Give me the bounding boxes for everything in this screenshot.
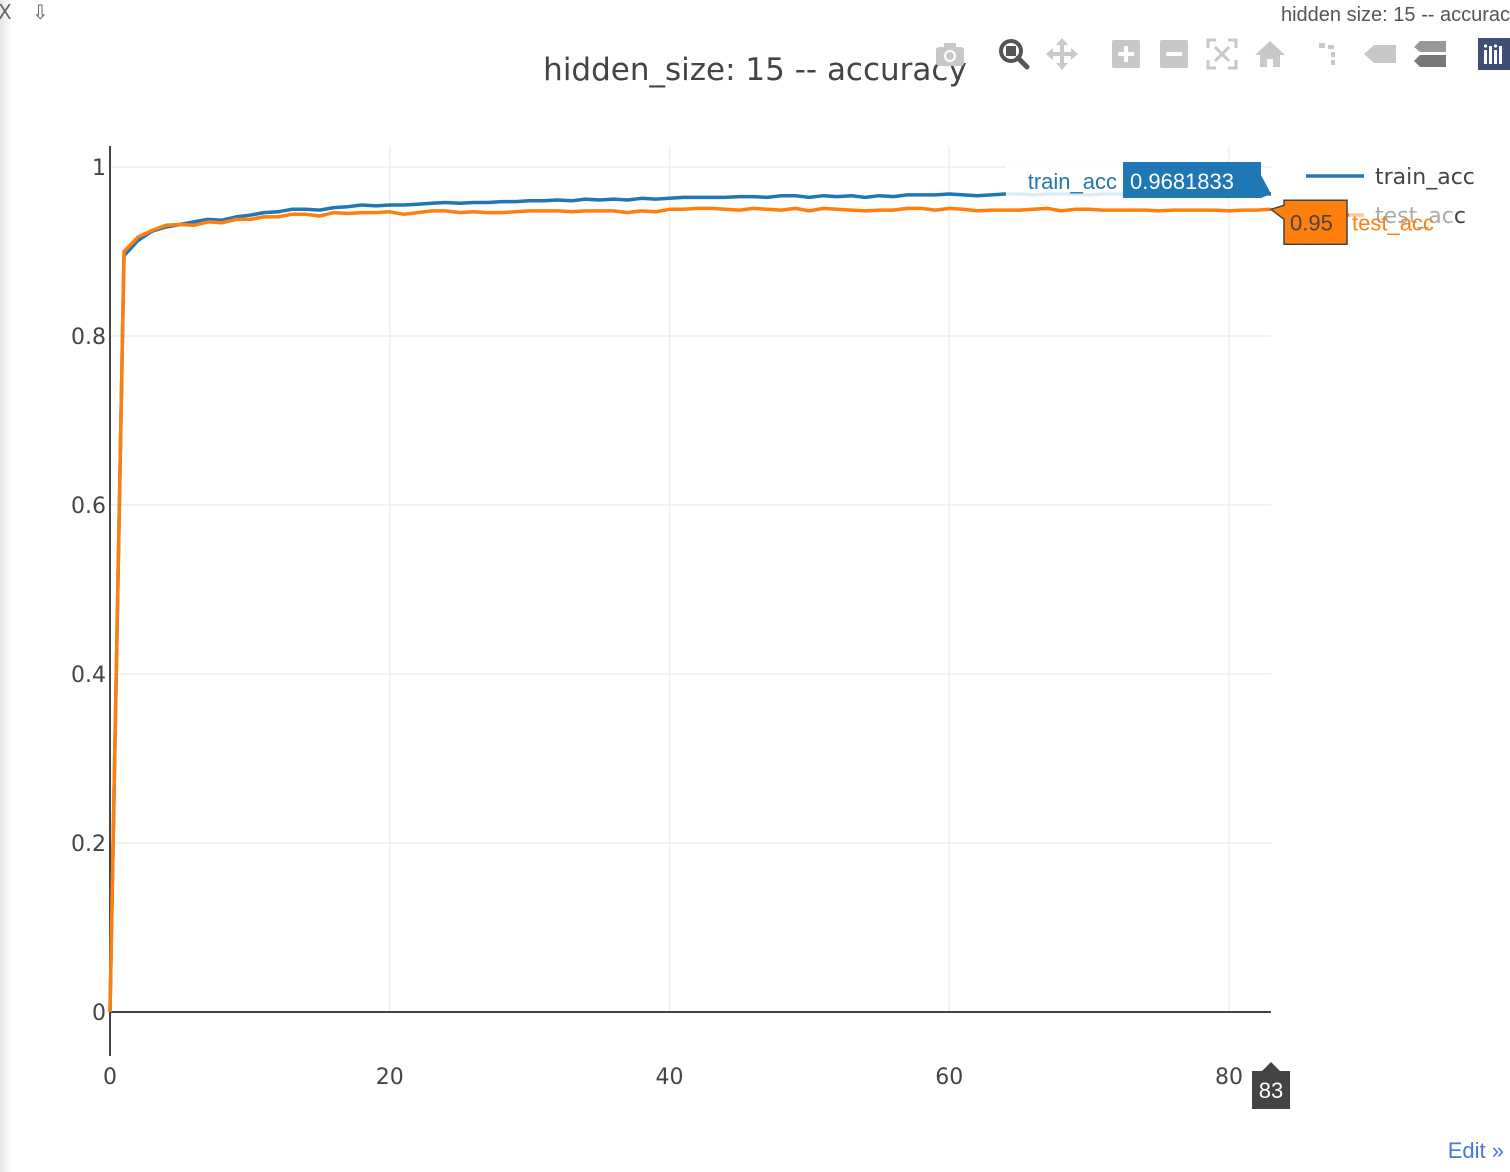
y-tick-label: 0: [92, 1001, 106, 1026]
window-edge: [0, 0, 12, 1172]
hover-train-name: train_acc: [1028, 169, 1117, 194]
window-title: hidden size: 15 -- accurac: [1280, 4, 1510, 26]
hover-closest-icon[interactable]: [1360, 36, 1400, 72]
camera-icon[interactable]: [930, 36, 970, 72]
hover-test-name-bg: [1349, 201, 1453, 238]
zoom-icon[interactable]: [994, 36, 1034, 72]
hover-test-value: 0.95: [1290, 210, 1333, 235]
chart-title: hidden_size: 15 -- accuracy: [543, 52, 967, 88]
hover-test-tooltip: [1269, 199, 1348, 246]
hover-compare-icon[interactable]: [1410, 36, 1450, 72]
y-tick-label: 0.6: [71, 494, 106, 519]
pan-icon[interactable]: [1042, 36, 1082, 72]
series-line-train-acc[interactable]: [108, 191, 1272, 1013]
hover-x-label: 83: [1259, 1078, 1283, 1103]
zoom-out-icon[interactable]: [1154, 36, 1194, 72]
download-icon[interactable]: ⇩: [32, 0, 49, 24]
x-tick-label: 60: [935, 1065, 963, 1090]
y-tick-label: 0.8: [71, 325, 106, 350]
hover-train-value: 0.9681833: [1130, 169, 1234, 194]
hover-train-name-bg: [1006, 162, 1123, 198]
hover-x-box: [1252, 1071, 1290, 1109]
modebar-toolbar: [928, 36, 1510, 72]
spike-lines-icon[interactable]: [1310, 36, 1350, 72]
edit-link[interactable]: Edit »: [1447, 1138, 1504, 1163]
close-icon[interactable]: X: [0, 0, 12, 24]
series-line-test-acc[interactable]: [108, 206, 1272, 1013]
x-tick-label: 40: [656, 1065, 684, 1090]
plotly-logo-icon[interactable]: [1474, 36, 1510, 72]
hover-test-name: test_acc: [1352, 210, 1434, 235]
autoscale-icon[interactable]: [1202, 36, 1242, 72]
x-tick-label: 80: [1215, 1065, 1243, 1090]
y-tick-label: 0.4: [71, 663, 106, 688]
y-tick-label: 0.2: [71, 832, 106, 857]
y-tick-label: 1: [92, 156, 106, 181]
reset-axes-icon[interactable]: [1250, 36, 1290, 72]
hover-train-tooltip: [1123, 162, 1271, 198]
legend-label-train-acc: train_acc: [1375, 165, 1475, 190]
zoom-in-icon[interactable]: [1106, 36, 1146, 72]
x-tick-label: 20: [376, 1065, 404, 1090]
hover-x-pointer: [1262, 1062, 1280, 1071]
x-tick-label: 0: [103, 1065, 117, 1090]
